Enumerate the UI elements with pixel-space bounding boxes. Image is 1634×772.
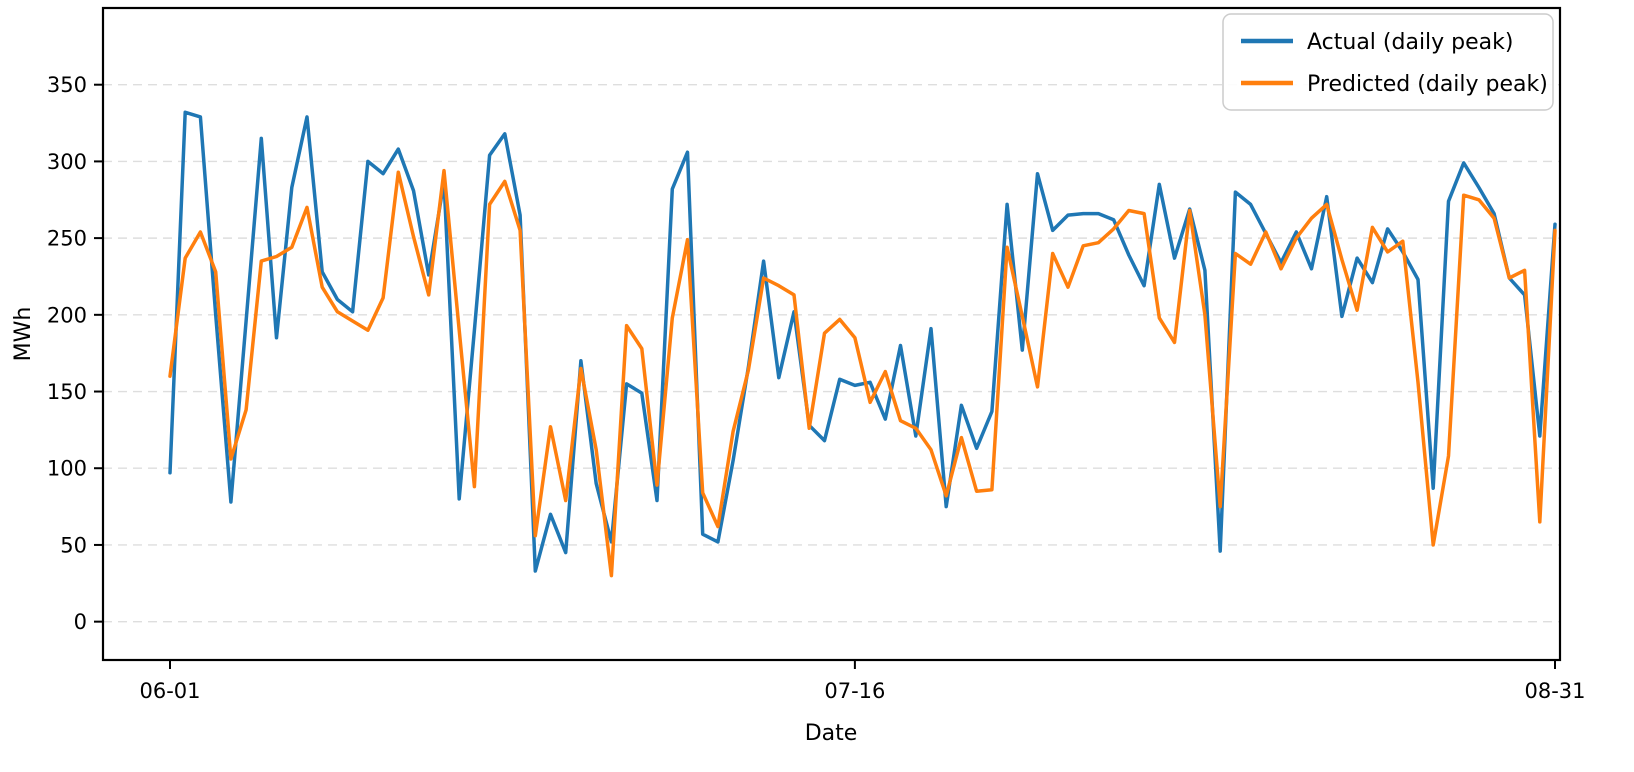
x-axis-label: Date	[805, 721, 858, 746]
legend-box	[1222, 13, 1554, 111]
legend-label-actual: Actual (daily peak)	[1307, 30, 1514, 55]
legend-label-predicted: Predicted (daily peak)	[1307, 72, 1548, 97]
y-tick-label-350: 350	[47, 73, 87, 97]
grid-lines	[103, 84, 1560, 623]
y-tick-label-100: 100	[47, 457, 87, 481]
tick-labels: 0 50 100 150 200 250 300 350 06-01 07-16 08-31	[47, 73, 1586, 703]
legend: Actual (daily peak) Predicted (daily pea…	[1222, 13, 1554, 111]
tick-marks	[94, 83, 1556, 669]
y-tick-label-150: 150	[47, 380, 87, 404]
y-tick-label-300: 300	[47, 150, 87, 174]
x-tick-label-08-31: 08-31	[1524, 679, 1585, 703]
y-tick-label-200: 200	[47, 303, 87, 327]
y-tick-label-250: 250	[47, 227, 87, 251]
y-tick-label-50: 50	[60, 533, 87, 557]
x-tick-label-07-16: 07-16	[824, 679, 885, 703]
y-axis-label: MWh	[11, 307, 36, 362]
predicted-series-line	[168, 168, 1557, 578]
actual-series-line	[168, 110, 1557, 573]
series-lines	[168, 110, 1557, 578]
x-tick-label-06-01: 06-01	[139, 679, 200, 703]
y-tick-label-0: 0	[74, 610, 87, 634]
axes	[101, 6, 1562, 662]
plot-border	[101, 6, 1562, 662]
